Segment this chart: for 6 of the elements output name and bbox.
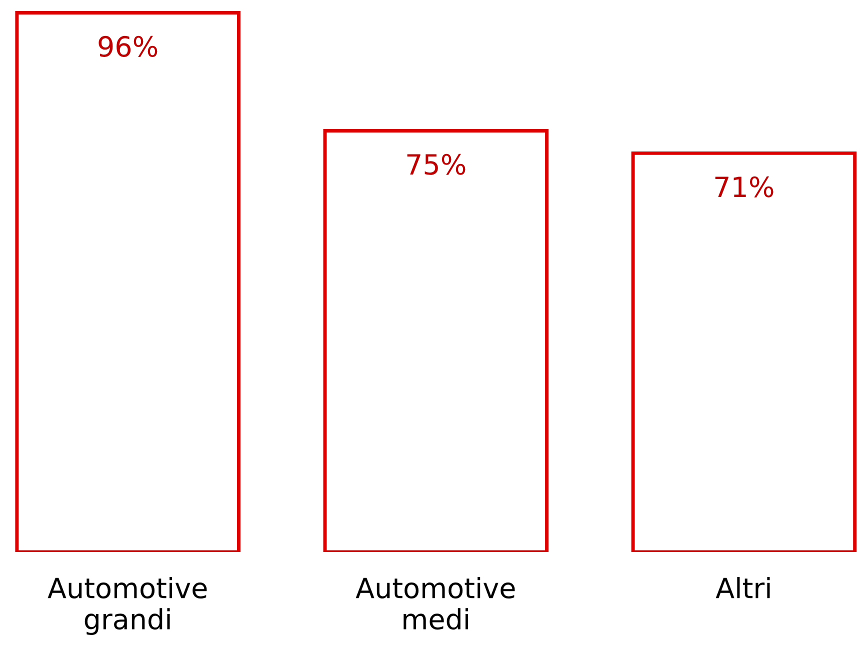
data-label: 96% <box>98 36 158 57</box>
x-tick-label: Automotive medi <box>356 577 515 630</box>
x-tick-label: Automotive grandi <box>48 577 207 635</box>
data-label: 71% <box>715 176 774 198</box>
data-label: 75% <box>407 154 466 175</box>
x-tick-label: Altri <box>716 577 770 598</box>
